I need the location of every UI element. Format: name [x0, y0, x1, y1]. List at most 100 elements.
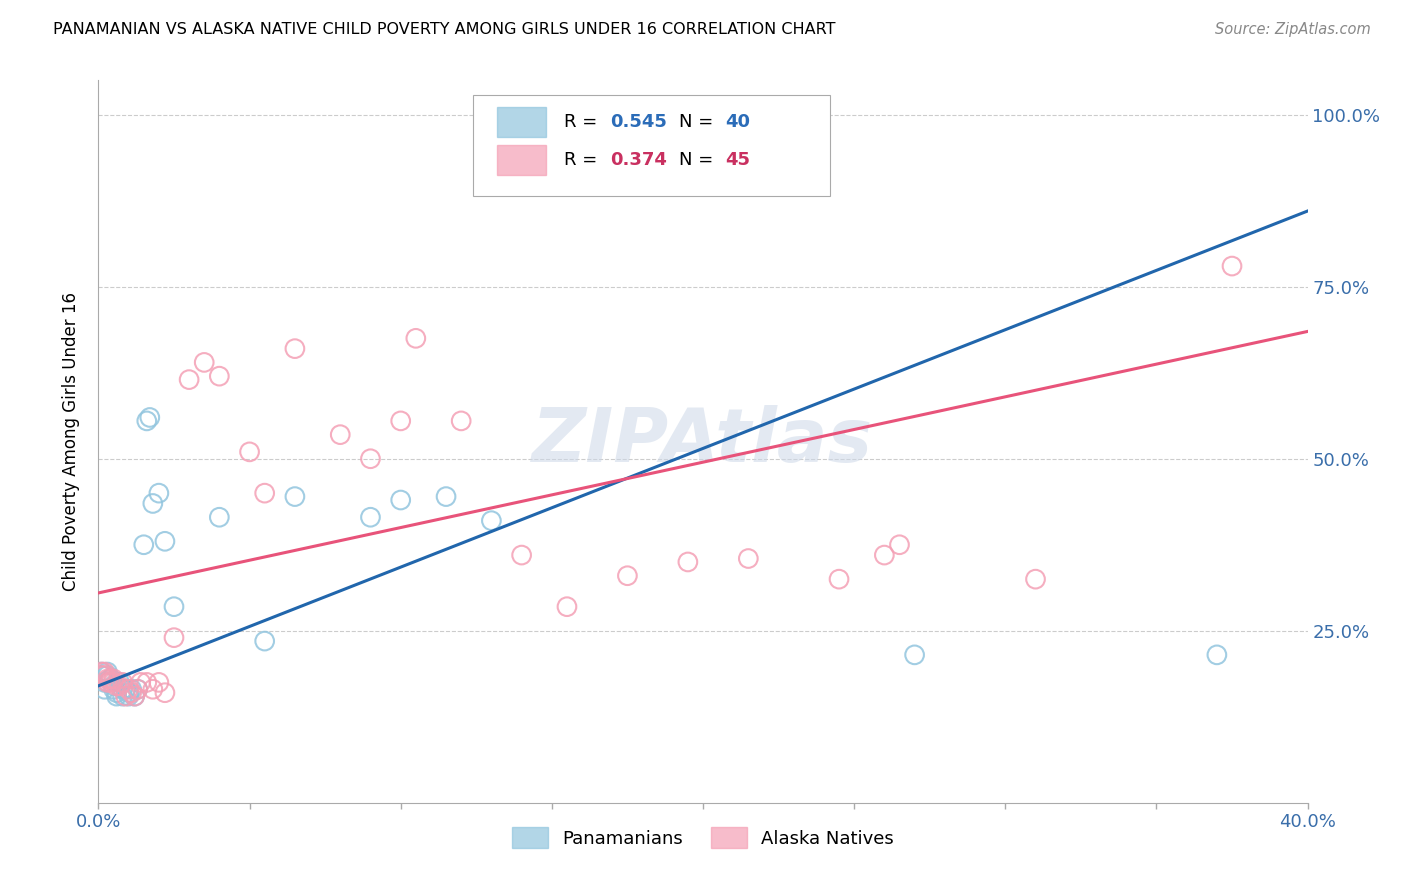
- Point: [284, 490, 307, 504]
- Point: [127, 682, 149, 697]
- Point: [90, 668, 112, 682]
- Point: [208, 369, 231, 384]
- Point: [90, 665, 112, 679]
- Point: [114, 689, 136, 703]
- Point: [389, 493, 412, 508]
- Text: N =: N =: [679, 151, 718, 169]
- Point: [129, 675, 152, 690]
- Point: [100, 672, 122, 686]
- Point: [193, 355, 215, 369]
- Point: [828, 572, 851, 586]
- Text: PANAMANIAN VS ALASKA NATIVE CHILD POVERTY AMONG GIRLS UNDER 16 CORRELATION CHART: PANAMANIAN VS ALASKA NATIVE CHILD POVERT…: [53, 22, 837, 37]
- Point: [108, 675, 131, 690]
- Point: [96, 675, 118, 690]
- Point: [103, 682, 125, 697]
- Point: [100, 675, 122, 690]
- Point: [153, 534, 176, 549]
- Point: [96, 665, 118, 679]
- Point: [93, 682, 115, 697]
- Point: [118, 682, 141, 697]
- Point: [153, 686, 176, 700]
- Text: ZIPAtlas: ZIPAtlas: [533, 405, 873, 478]
- FancyBboxPatch shape: [498, 145, 546, 175]
- Point: [127, 682, 149, 697]
- Point: [208, 510, 231, 524]
- FancyBboxPatch shape: [474, 95, 830, 196]
- Point: [253, 634, 276, 648]
- Point: [114, 682, 136, 697]
- Point: [676, 555, 699, 569]
- Point: [450, 414, 472, 428]
- Point: [737, 551, 759, 566]
- Point: [253, 486, 276, 500]
- Point: [96, 675, 118, 690]
- FancyBboxPatch shape: [498, 107, 546, 137]
- Point: [111, 682, 134, 697]
- Text: R =: R =: [564, 151, 603, 169]
- Point: [90, 665, 112, 679]
- Point: [1220, 259, 1243, 273]
- Point: [132, 538, 155, 552]
- Point: [103, 679, 125, 693]
- Point: [904, 648, 927, 662]
- Point: [555, 599, 578, 614]
- Point: [163, 631, 186, 645]
- Point: [93, 665, 115, 679]
- Point: [96, 668, 118, 682]
- Point: [148, 486, 170, 500]
- Point: [873, 548, 896, 562]
- Point: [103, 675, 125, 690]
- Point: [111, 689, 134, 703]
- Point: [510, 548, 533, 562]
- Point: [405, 331, 427, 345]
- Point: [889, 538, 911, 552]
- Point: [135, 675, 157, 690]
- Point: [90, 668, 112, 682]
- Text: Source: ZipAtlas.com: Source: ZipAtlas.com: [1215, 22, 1371, 37]
- Point: [163, 599, 186, 614]
- Y-axis label: Child Poverty Among Girls Under 16: Child Poverty Among Girls Under 16: [62, 292, 80, 591]
- Point: [329, 427, 352, 442]
- Point: [103, 672, 125, 686]
- Point: [124, 689, 146, 703]
- Text: N =: N =: [679, 113, 718, 131]
- Point: [139, 410, 162, 425]
- Point: [389, 414, 412, 428]
- Point: [100, 672, 122, 686]
- Legend: Panamanians, Alaska Natives: Panamanians, Alaska Natives: [505, 820, 901, 855]
- Text: 40: 40: [724, 113, 749, 131]
- Point: [114, 682, 136, 697]
- Point: [96, 672, 118, 686]
- Point: [179, 373, 201, 387]
- Point: [124, 689, 146, 703]
- Point: [284, 342, 307, 356]
- Point: [142, 682, 165, 697]
- Text: R =: R =: [564, 113, 603, 131]
- Text: 45: 45: [724, 151, 749, 169]
- Point: [108, 679, 131, 693]
- Point: [616, 568, 638, 582]
- Point: [118, 686, 141, 700]
- Point: [100, 672, 122, 686]
- Point: [481, 514, 503, 528]
- Point: [93, 668, 115, 682]
- Point: [360, 451, 382, 466]
- Point: [135, 414, 157, 428]
- Point: [1206, 648, 1229, 662]
- Point: [105, 686, 128, 700]
- Point: [142, 496, 165, 510]
- Point: [105, 679, 128, 693]
- Point: [121, 686, 143, 700]
- Point: [239, 445, 262, 459]
- Point: [148, 675, 170, 690]
- Point: [111, 675, 134, 690]
- Point: [105, 689, 128, 703]
- Point: [676, 142, 699, 156]
- Point: [118, 689, 141, 703]
- Text: 0.374: 0.374: [610, 151, 666, 169]
- Point: [121, 682, 143, 697]
- Point: [360, 510, 382, 524]
- Point: [434, 490, 457, 504]
- Point: [1024, 572, 1046, 586]
- Text: 0.545: 0.545: [610, 113, 666, 131]
